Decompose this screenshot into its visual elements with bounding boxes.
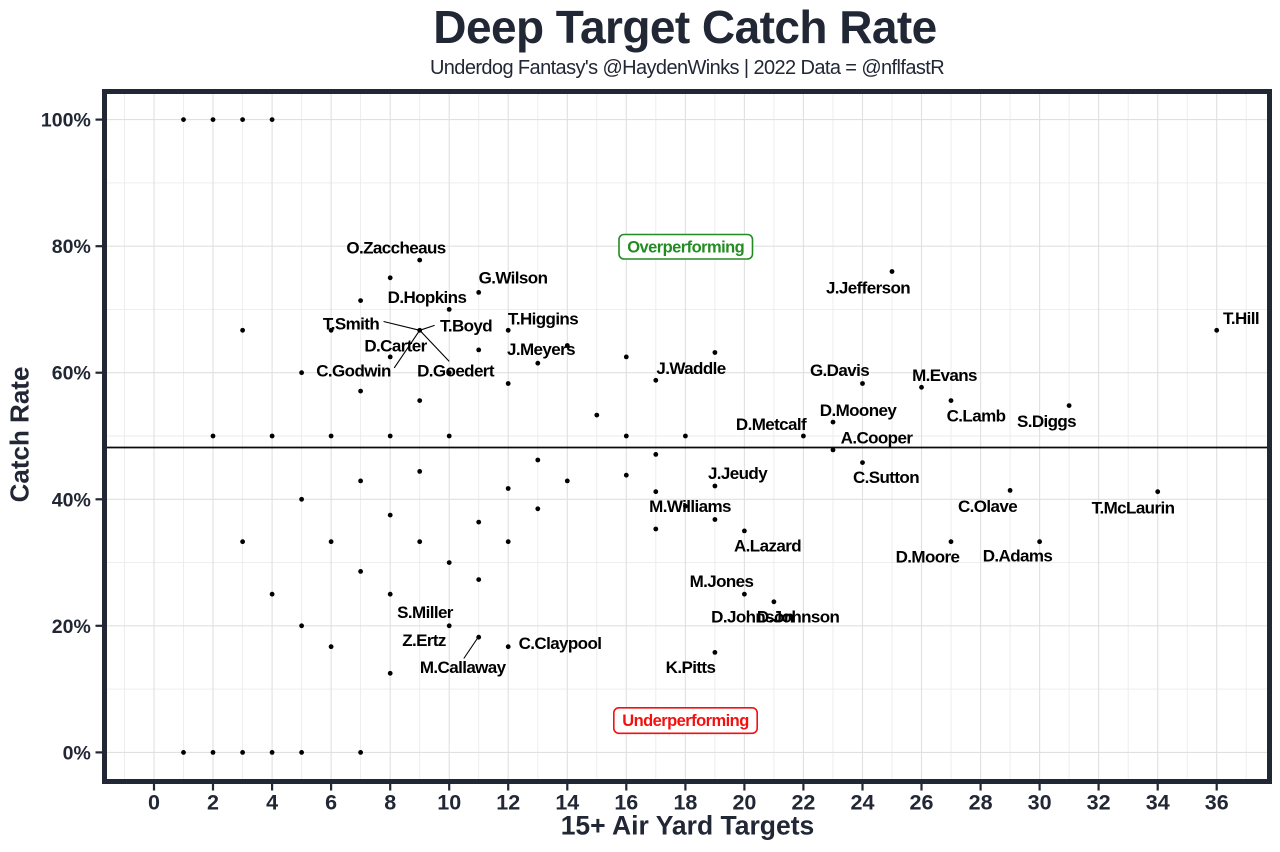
svg-text:14: 14	[555, 791, 579, 815]
svg-text:20%: 20%	[52, 616, 91, 638]
svg-text:T.Smith: T.Smith	[323, 315, 379, 334]
svg-text:6: 6	[325, 791, 337, 815]
svg-text:T.McLaurin: T.McLaurin	[1092, 498, 1175, 517]
svg-text:J.Jeudy: J.Jeudy	[708, 464, 768, 483]
svg-text:0: 0	[148, 791, 160, 815]
svg-text:J.Meyers: J.Meyers	[507, 340, 575, 359]
svg-text:12: 12	[496, 791, 520, 815]
svg-text:60%: 60%	[52, 363, 91, 385]
svg-text:G.Wilson: G.Wilson	[479, 268, 548, 287]
svg-text:T.Hill: T.Hill	[1223, 309, 1259, 328]
svg-text:30: 30	[1028, 791, 1052, 815]
svg-text:D.Mooney: D.Mooney	[820, 401, 898, 420]
svg-text:C.Lamb: C.Lamb	[947, 406, 1006, 425]
svg-text:D.Johnson: D.Johnson	[757, 607, 840, 626]
svg-text:D.Johnson: D.Johnson	[711, 607, 794, 626]
svg-text:O.Zaccheaus: O.Zaccheaus	[346, 238, 445, 257]
svg-text:Underperforming: Underperforming	[622, 712, 749, 730]
svg-text:80%: 80%	[52, 236, 91, 258]
svg-text:T.Boyd: T.Boyd	[440, 317, 492, 336]
svg-text:32: 32	[1087, 791, 1111, 815]
svg-text:C.Olave: C.Olave	[958, 497, 1017, 516]
svg-text:10: 10	[437, 791, 461, 815]
svg-text:15+ Air Yard Targets: 15+ Air Yard Targets	[561, 811, 815, 841]
svg-text:24: 24	[851, 791, 875, 815]
svg-text:C.Godwin: C.Godwin	[316, 361, 391, 380]
svg-text:A.Cooper: A.Cooper	[841, 428, 914, 447]
svg-text:C.Claypool: C.Claypool	[519, 634, 602, 653]
svg-text:Underdog Fantasy's @HaydenWink: Underdog Fantasy's @HaydenWinks | 2022 D…	[430, 57, 944, 79]
svg-text:D.Metcalf: D.Metcalf	[736, 415, 807, 434]
svg-text:D.Adams: D.Adams	[983, 546, 1053, 565]
svg-text:100%: 100%	[41, 110, 91, 132]
svg-text:0%: 0%	[63, 742, 91, 764]
svg-text:A.Lazard: A.Lazard	[734, 537, 801, 556]
svg-text:16: 16	[614, 791, 638, 815]
svg-text:C.Sutton: C.Sutton	[853, 468, 919, 487]
svg-text:20: 20	[732, 791, 756, 815]
svg-text:Catch Rate: Catch Rate	[5, 367, 35, 503]
svg-text:M.Evans: M.Evans	[912, 366, 977, 385]
svg-text:40%: 40%	[52, 489, 91, 511]
svg-text:34: 34	[1146, 791, 1170, 815]
svg-text:D.Moore: D.Moore	[896, 547, 960, 566]
svg-text:28: 28	[969, 791, 993, 815]
svg-text:8: 8	[384, 791, 396, 815]
svg-text:2: 2	[207, 791, 219, 815]
svg-text:J.Waddle: J.Waddle	[656, 359, 725, 378]
svg-text:Z.Ertz: Z.Ertz	[402, 631, 446, 650]
svg-text:M.Williams: M.Williams	[649, 497, 731, 516]
svg-text:D.Carter: D.Carter	[364, 336, 427, 355]
svg-text:22: 22	[791, 791, 815, 815]
svg-text:G.Davis: G.Davis	[810, 361, 869, 380]
svg-text:S.Miller: S.Miller	[397, 603, 454, 622]
svg-text:36: 36	[1205, 791, 1229, 815]
svg-text:26: 26	[910, 791, 934, 815]
svg-text:4: 4	[266, 791, 278, 815]
svg-text:D.Hopkins: D.Hopkins	[388, 288, 467, 307]
svg-text:18: 18	[673, 791, 697, 815]
svg-text:M.Callaway: M.Callaway	[420, 658, 507, 677]
svg-text:S.Diggs: S.Diggs	[1017, 412, 1076, 431]
svg-text:J.Jefferson: J.Jefferson	[826, 278, 910, 297]
svg-text:K.Pitts: K.Pitts	[666, 658, 716, 677]
svg-text:M.Jones: M.Jones	[690, 572, 754, 591]
svg-text:T.Higgins: T.Higgins	[508, 310, 578, 329]
svg-text:D.Goedert: D.Goedert	[417, 362, 495, 381]
svg-text:Deep Target Catch Rate: Deep Target Catch Rate	[433, 1, 936, 53]
svg-text:Overperforming: Overperforming	[627, 239, 744, 257]
